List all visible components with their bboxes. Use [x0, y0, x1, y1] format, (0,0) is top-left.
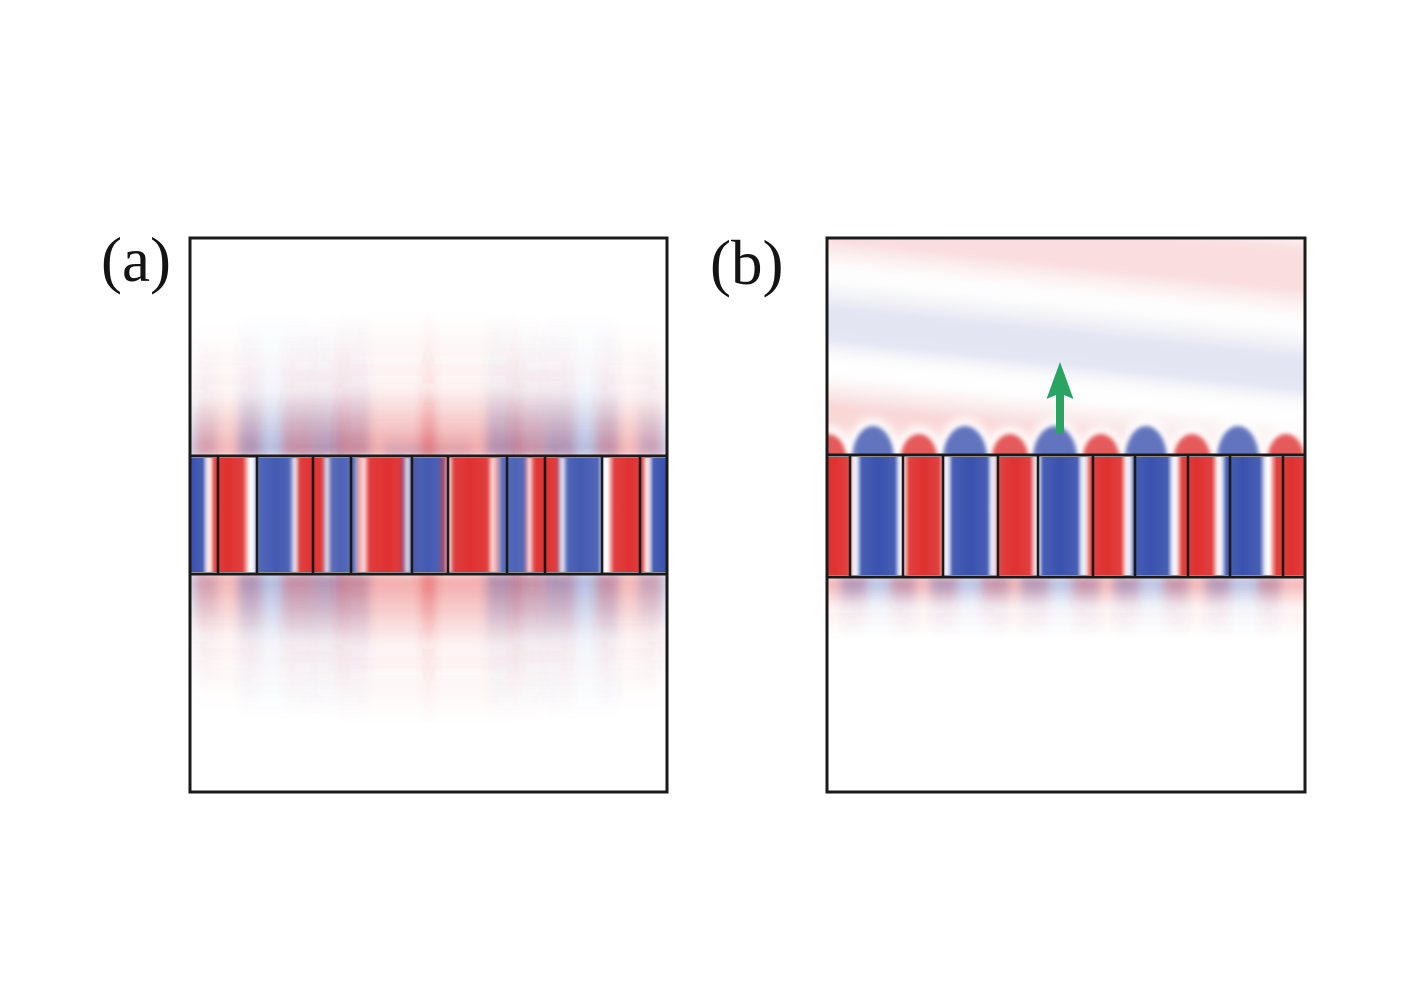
grating-cell-lines: [827, 453, 1305, 579]
panel-a-frame: [188, 236, 669, 794]
grating-cell-lines: [190, 454, 667, 576]
panel-a-field-map: [190, 238, 667, 792]
panel-b-frame: [825, 236, 1307, 794]
panel-a-label: (a): [101, 225, 171, 295]
field-lobes: [827, 455, 1305, 577]
evanescent-tails: [190, 306, 667, 729]
field-lobes: [190, 456, 667, 574]
panel-b-label: (b): [710, 228, 784, 298]
panel-b-field-map: [827, 238, 1305, 792]
evanescent-tails: [827, 577, 1305, 639]
radiation-direction-arrow: [1046, 362, 1074, 433]
